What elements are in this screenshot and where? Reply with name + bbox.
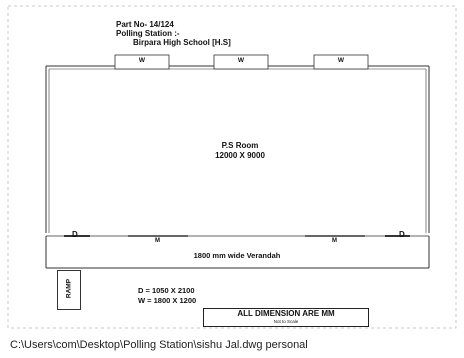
file-path: C:\Users\com\Desktop\Polling Station\sis…: [10, 339, 308, 351]
legend-window: W = 1800 X 1200: [138, 296, 197, 305]
dimension-note-title: ALL DIMENSION ARE MM: [237, 309, 335, 318]
legend-door: D = 1050 X 2100: [138, 286, 195, 295]
window-3: [313, 54, 369, 70]
part-number: Part No- 14/124: [116, 20, 174, 29]
marker-label-left: M: [155, 238, 160, 244]
polling-station-label: Polling Station :-: [116, 29, 180, 38]
verandah-label: 1800 mm wide Verandah: [193, 251, 281, 260]
ramp-label: RAMP: [65, 278, 73, 299]
school-name: Birpara High School [H.S]: [133, 38, 231, 47]
door-label-right: D: [399, 230, 405, 239]
window-label-3: W: [337, 57, 345, 64]
marker-label-right: M: [332, 238, 337, 244]
window-2: [213, 54, 269, 70]
ramp-box: RAMP: [57, 270, 81, 310]
window-1: [114, 54, 170, 70]
dimension-note-box: ALL DIMENSION ARE MM Not to Scale: [203, 308, 369, 327]
dimension-note-subtitle: Not to Scale: [273, 319, 299, 324]
room-size: 12000 X 9000: [215, 151, 265, 160]
room-name: P.S Room: [221, 141, 259, 150]
window-label-1: W: [138, 57, 146, 64]
sheet-border: [7, 5, 457, 329]
window-label-2: W: [237, 57, 245, 64]
door-label-left: D: [72, 230, 78, 239]
